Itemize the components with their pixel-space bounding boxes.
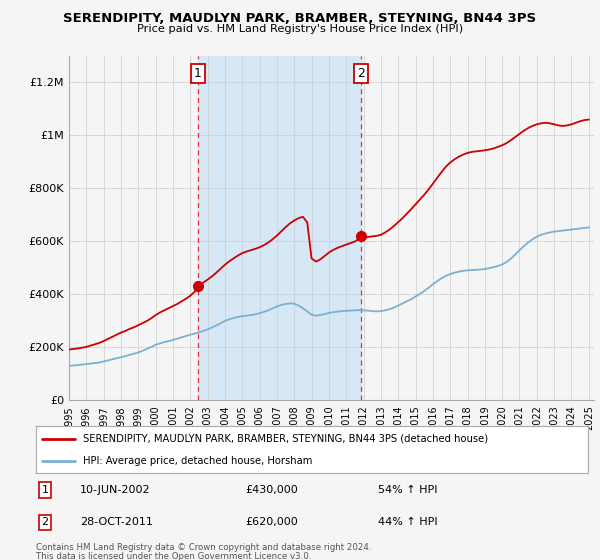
Text: 54% ↑ HPI: 54% ↑ HPI bbox=[378, 485, 438, 495]
Text: Contains HM Land Registry data © Crown copyright and database right 2024.: Contains HM Land Registry data © Crown c… bbox=[36, 543, 371, 552]
Text: 44% ↑ HPI: 44% ↑ HPI bbox=[378, 517, 438, 528]
Text: 1: 1 bbox=[41, 485, 49, 495]
Text: 2: 2 bbox=[41, 517, 49, 528]
Bar bbox=[198, 56, 361, 400]
Text: 28-OCT-2011: 28-OCT-2011 bbox=[80, 517, 153, 528]
Text: 10-JUN-2002: 10-JUN-2002 bbox=[80, 485, 151, 495]
Text: SERENDIPITY, MAUDLYN PARK, BRAMBER, STEYNING, BN44 3PS: SERENDIPITY, MAUDLYN PARK, BRAMBER, STEY… bbox=[64, 12, 536, 25]
Text: £430,000: £430,000 bbox=[246, 485, 299, 495]
Text: 2: 2 bbox=[356, 67, 365, 80]
Text: HPI: Average price, detached house, Horsham: HPI: Average price, detached house, Hors… bbox=[83, 456, 312, 466]
Text: £620,000: £620,000 bbox=[246, 517, 299, 528]
Text: SERENDIPITY, MAUDLYN PARK, BRAMBER, STEYNING, BN44 3PS (detached house): SERENDIPITY, MAUDLYN PARK, BRAMBER, STEY… bbox=[83, 434, 488, 444]
Text: 1: 1 bbox=[194, 67, 202, 80]
Text: Price paid vs. HM Land Registry's House Price Index (HPI): Price paid vs. HM Land Registry's House … bbox=[137, 24, 463, 34]
Text: This data is licensed under the Open Government Licence v3.0.: This data is licensed under the Open Gov… bbox=[36, 552, 311, 560]
